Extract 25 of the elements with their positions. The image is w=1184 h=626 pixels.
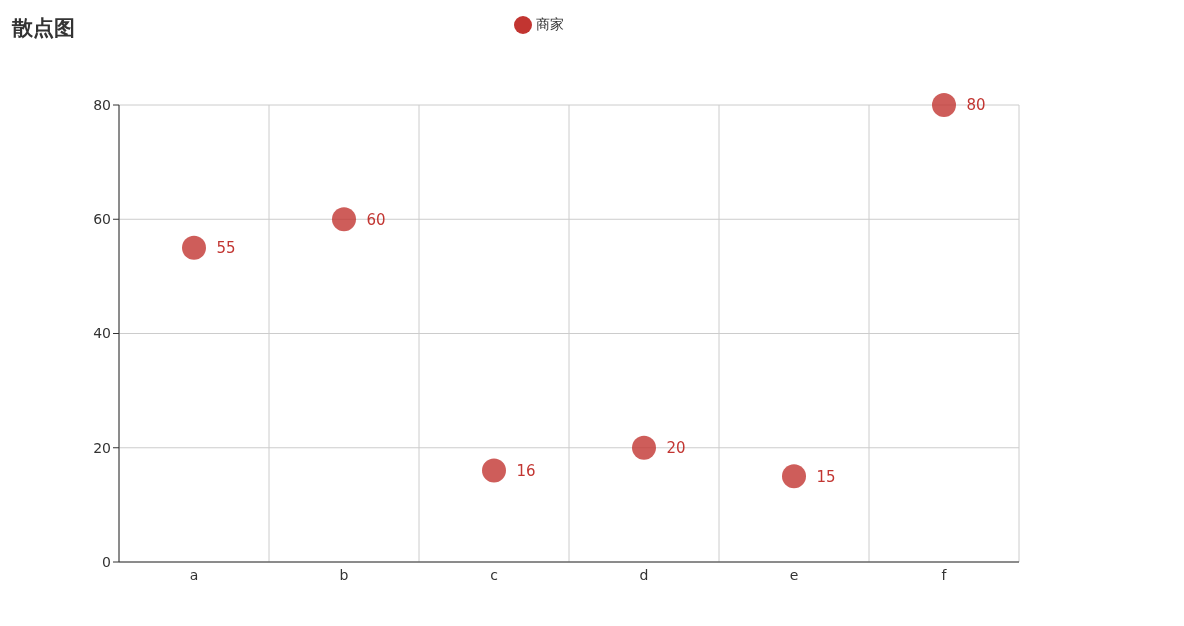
point <box>782 464 806 489</box>
x-tick-label: d <box>639 566 649 583</box>
y-tick-label: 80 <box>93 96 111 113</box>
data-label: 20 <box>666 439 686 458</box>
y-tick-label: 40 <box>93 325 111 342</box>
x-tick-label: a <box>189 566 199 583</box>
point <box>482 458 506 483</box>
legend-label: 商家 <box>535 16 564 32</box>
point <box>332 207 356 232</box>
data-label: 55 <box>216 239 236 258</box>
point <box>182 235 206 260</box>
x-tick-label: e <box>789 566 799 583</box>
data-label: 15 <box>816 467 836 486</box>
x-tick-label: f <box>941 566 948 583</box>
point <box>932 93 956 117</box>
x-tick-label: c <box>490 566 498 583</box>
data-label: 16 <box>516 461 536 480</box>
y-tick-label: 0 <box>102 553 111 570</box>
point <box>632 435 656 460</box>
data-label: 60 <box>366 210 386 229</box>
y-tick-label: 20 <box>93 439 111 456</box>
chart-title: 散点图 <box>12 15 75 42</box>
x-tick-label: b <box>339 566 349 583</box>
y-tick-label: 60 <box>93 211 111 228</box>
data-label: 80 <box>966 96 986 115</box>
